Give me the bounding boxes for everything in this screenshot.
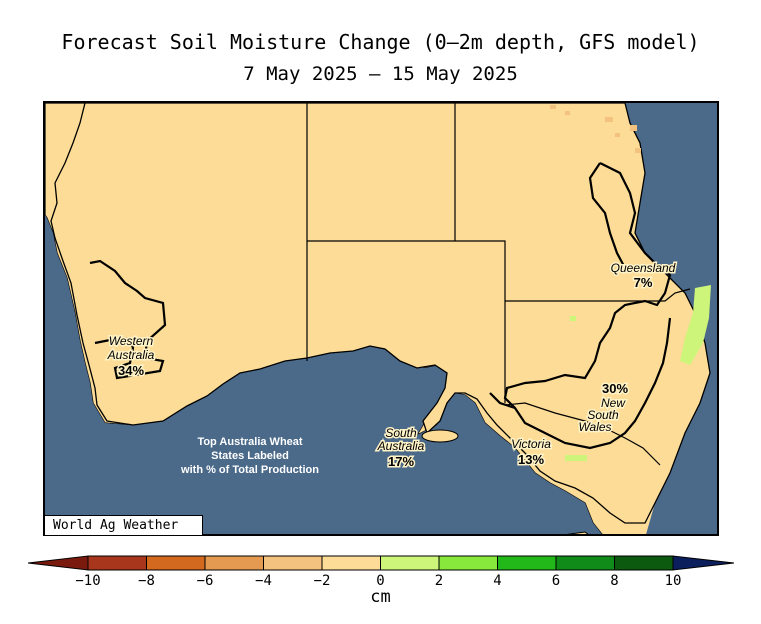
chart-title: Forecast Soil Moisture Change (0—2m dept… bbox=[61, 30, 700, 54]
moisture-gain-east bbox=[680, 285, 711, 365]
ocean-west bbox=[45, 103, 105, 423]
wa-share: 34% bbox=[118, 363, 144, 378]
date-range: 7 May 2025 — 15 May 2025 bbox=[243, 63, 518, 85]
colorbar-bin bbox=[204, 555, 264, 571]
map-note: Top Australia Wheat States Labeled with … bbox=[180, 436, 319, 476]
colorbar-tick-label: −2 bbox=[314, 573, 331, 589]
colorbar-tick-label: −4 bbox=[255, 573, 272, 589]
ocean-east bbox=[625, 103, 717, 534]
colorbar-bin bbox=[497, 555, 557, 571]
wheat-belt-outlines bbox=[89, 162, 672, 450]
wa-name-line1: Western bbox=[109, 334, 154, 348]
nsw-name-line1: New bbox=[601, 396, 626, 410]
state-label-new-south-wales: 30% New South Wales bbox=[577, 380, 630, 436]
vic-name-line1: Victoria bbox=[511, 437, 551, 451]
colorbar-tick-label: 6 bbox=[552, 573, 560, 589]
colorbar-ticks: −10 −8 −6 −4 −2 0 2 4 6 8 10 bbox=[75, 573, 681, 589]
state-label-queensland: Queensland 7% bbox=[609, 260, 677, 292]
qld-name-line1: Queensland bbox=[611, 261, 676, 275]
colorbar-tick-label: 2 bbox=[435, 573, 443, 589]
colorbar-bin bbox=[87, 555, 147, 571]
australia-map: Western Australia 34% South Australia 17… bbox=[45, 103, 717, 534]
wa-name-line2: Australia bbox=[107, 348, 155, 362]
moisture-loss-speckles bbox=[550, 105, 641, 153]
sa-name-line2: Australia bbox=[377, 439, 425, 453]
mainland bbox=[50, 103, 711, 524]
sa-share: 17% bbox=[388, 454, 414, 469]
colorbar-tick-label: 4 bbox=[493, 573, 501, 589]
nsw-name-line3: Wales bbox=[578, 420, 611, 434]
colorbar-tick-label: 8 bbox=[610, 573, 618, 589]
colorbar-tick-label: 0 bbox=[376, 573, 384, 589]
moisture-gain-small-2 bbox=[565, 455, 587, 461]
map-panel: Western Australia 34% South Australia 17… bbox=[43, 101, 719, 536]
tasmania bbox=[566, 531, 589, 534]
qld-share: 7% bbox=[634, 275, 653, 290]
colorbar-bin bbox=[321, 555, 381, 571]
credit-label: World Ag Weather bbox=[45, 515, 203, 535]
note-line2: States Labeled bbox=[211, 450, 289, 462]
colorbar-tick-label: 10 bbox=[665, 573, 682, 589]
colorbar-bins bbox=[87, 555, 674, 571]
nsw-name-line2: South bbox=[587, 408, 619, 422]
ocean-south bbox=[45, 343, 602, 534]
colorbar-bin bbox=[263, 555, 323, 571]
moisture-gain-small-1 bbox=[570, 316, 576, 321]
nsw-share: 30% bbox=[602, 381, 628, 396]
sa-name-line1: South bbox=[385, 426, 417, 440]
colorbar: −10 −8 −6 −4 −2 0 2 4 6 8 10 bbox=[28, 555, 734, 589]
state-label-victoria: Victoria 13% bbox=[510, 436, 553, 469]
state-label-western-australia: Western Australia 34% bbox=[105, 333, 156, 380]
kangaroo-island bbox=[421, 429, 459, 443]
colorbar-tick-label: −6 bbox=[197, 573, 214, 589]
colorbar-over-arrow bbox=[672, 555, 734, 571]
colorbar-units: cm bbox=[370, 587, 391, 607]
colorbar-bin bbox=[614, 555, 674, 571]
note-line1: Top Australia Wheat bbox=[197, 436, 302, 448]
colorbar-bin bbox=[380, 555, 440, 571]
state-borders bbox=[306, 103, 691, 466]
vic-share: 13% bbox=[518, 452, 544, 467]
colorbar-bin bbox=[555, 555, 615, 571]
colorbar-bin bbox=[146, 555, 206, 571]
colorbar-bin bbox=[438, 555, 498, 571]
state-label-south-australia: South Australia 17% bbox=[375, 425, 426, 471]
colorbar-under-arrow bbox=[28, 555, 89, 571]
note-line3: with % of Total Production bbox=[180, 464, 319, 476]
colorbar-tick-label: −10 bbox=[75, 573, 100, 589]
colorbar-tick-label: −8 bbox=[138, 573, 155, 589]
